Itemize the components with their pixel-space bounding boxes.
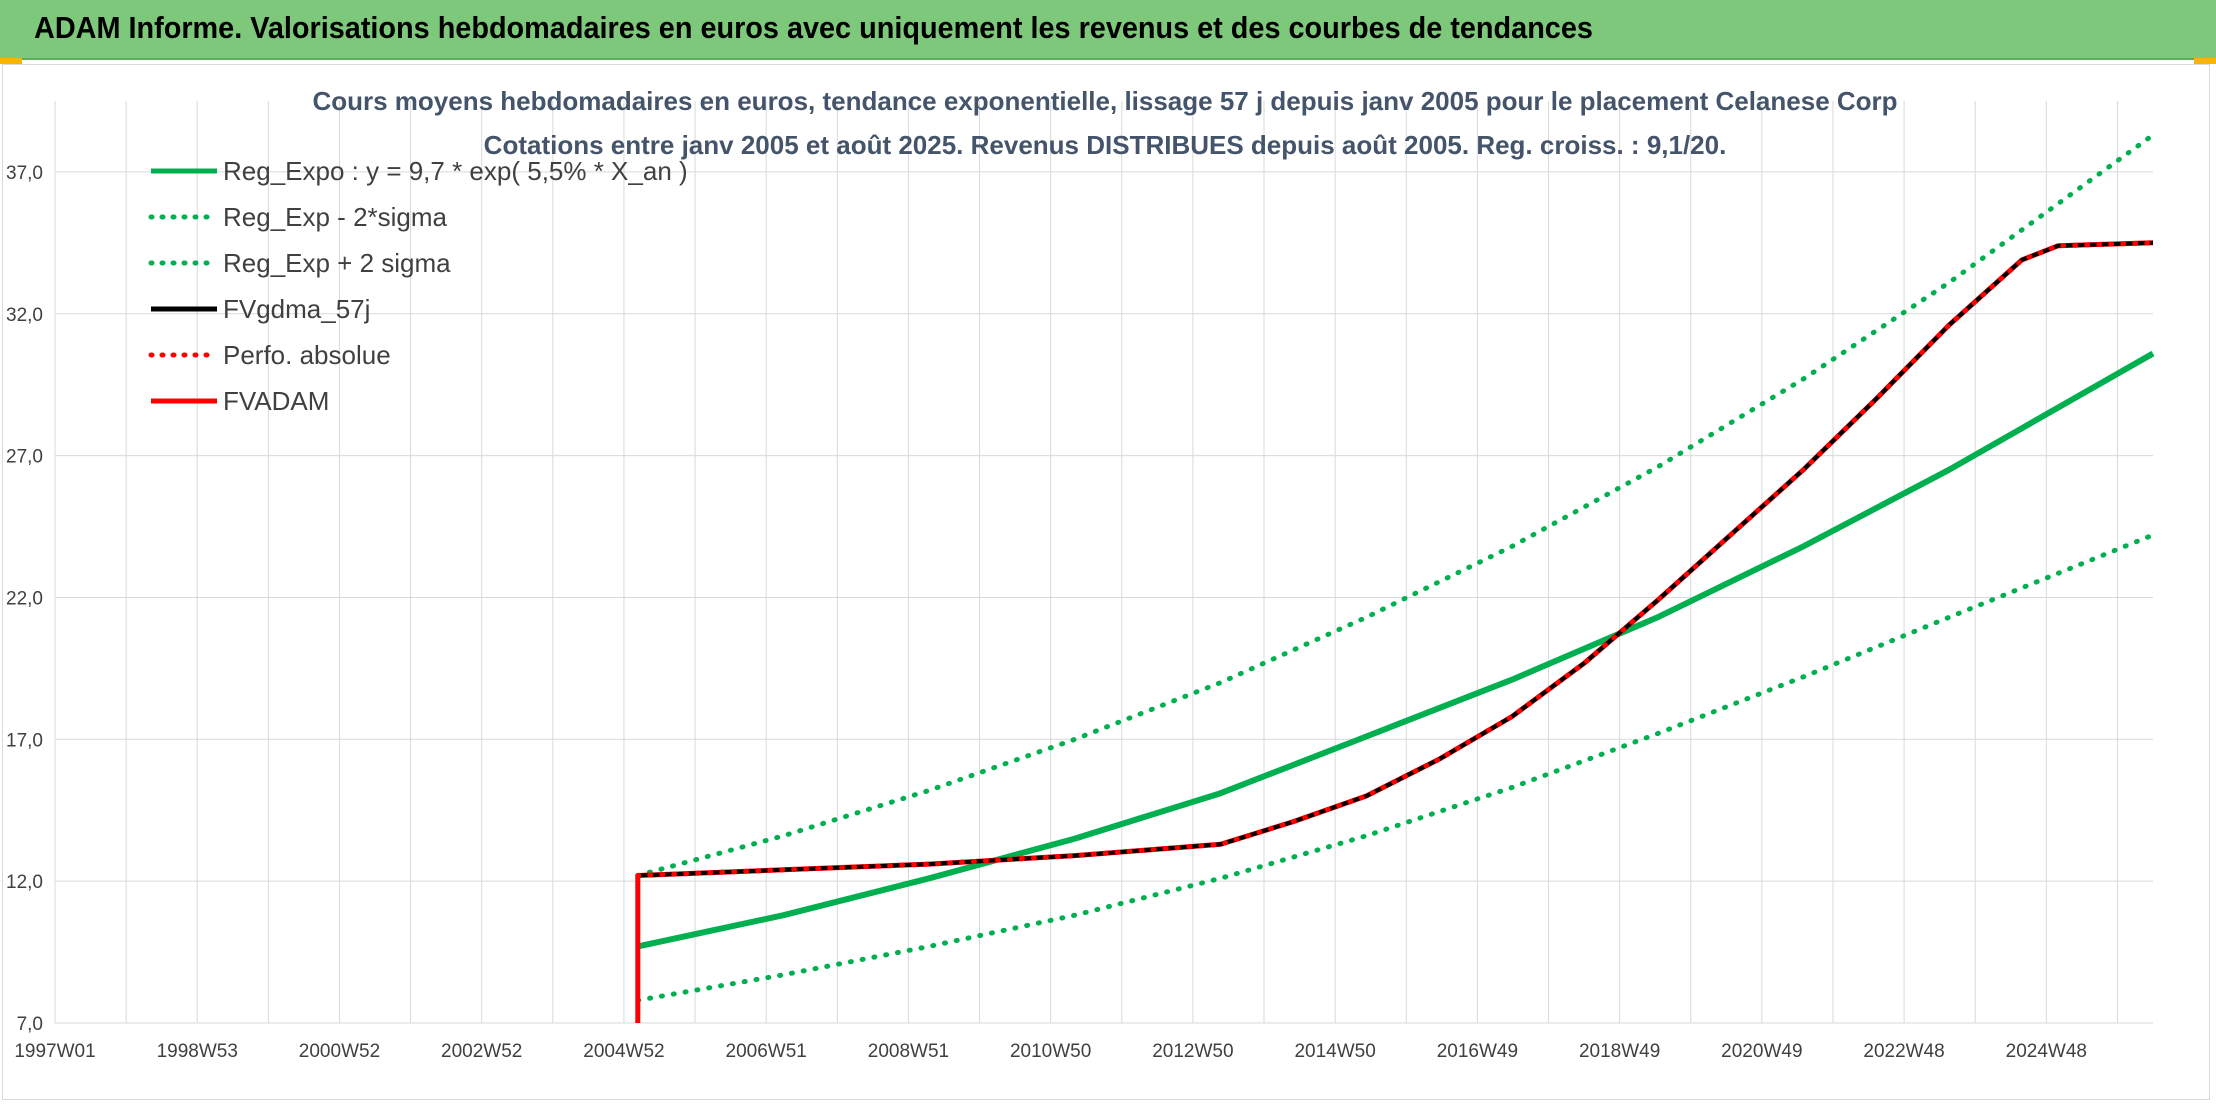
legend-label: FVgdma_57j <box>223 294 370 324</box>
x-tick-label: 1998W53 <box>157 1041 238 1062</box>
legend-label: Reg_Expo : y = 9,7 * exp( 5,5% * X_an ) <box>223 156 688 186</box>
x-tick-label: 2006W51 <box>726 1041 807 1062</box>
x-tick-label: 2008W51 <box>868 1041 949 1062</box>
series-line <box>637 350 2155 950</box>
y-tick-label: 32,0 <box>6 305 43 326</box>
x-tick-label: 2004W52 <box>583 1041 664 1062</box>
series-line <box>635 240 2156 878</box>
x-tick-label: 2012W50 <box>1152 1041 1233 1062</box>
series-lines <box>635 132 2156 1023</box>
x-tick-label: 2010W50 <box>1010 1041 1091 1062</box>
header-banner: ADAM Informe. Valorisations hebdomadaire… <box>0 0 2216 60</box>
x-tick-label: 2018W49 <box>1579 1041 1660 1062</box>
y-tick-label: 12,0 <box>6 872 43 893</box>
chart-area: 7,0 12,0 17,0 22,0 27,0 32,0 37,0 1997W01 1998W5… <box>2 64 2210 1100</box>
legend-label: Reg_Exp + 2 sigma <box>223 248 451 278</box>
line-chart: 7,0 12,0 17,0 22,0 27,0 32,0 37,0 1997W01 1998W5… <box>6 86 2156 1062</box>
corner-mark-left <box>0 58 22 64</box>
y-tick-label: 27,0 <box>6 447 43 468</box>
y-tick-label: 37,0 <box>6 163 43 184</box>
series-line <box>635 132 2156 878</box>
legend-label: Reg_Exp - 2*sigma <box>223 202 448 232</box>
chart-subtitle: Cotations entre janv 2005 et août 2025. … <box>484 130 1727 160</box>
y-tick-label: 17,0 <box>6 730 43 751</box>
y-tick-label: 22,0 <box>6 588 43 609</box>
x-tick-label: 2022W48 <box>1863 1041 1944 1062</box>
x-tick-label: 1997W01 <box>14 1041 95 1062</box>
x-tick-label: 2014W50 <box>1294 1041 1375 1062</box>
chart-title: Cours moyens hebdomadaires en euros, ten… <box>312 86 1897 116</box>
x-tick-label: 2024W48 <box>2006 1041 2087 1062</box>
x-tick-label: 2000W52 <box>299 1041 380 1062</box>
legend-label: FVADAM <box>223 386 329 416</box>
x-tick-label: 2002W52 <box>441 1041 522 1062</box>
series-line <box>635 532 2156 1003</box>
gridlines <box>54 101 2153 1024</box>
series-line <box>635 240 2154 1023</box>
legend-label: Perfo. absolue <box>223 340 391 370</box>
x-tick-label: 2016W49 <box>1437 1041 1518 1062</box>
axis-labels: 7,0 12,0 17,0 22,0 27,0 32,0 37,0 1997W01 1998W5… <box>6 163 2087 1062</box>
y-tick-label: 7,0 <box>17 1014 43 1035</box>
legend: Reg_Expo : y = 9,7 * exp( 5,5% * X_an ) R… <box>148 156 688 416</box>
corner-mark-right <box>2194 58 2216 64</box>
report-title: ADAM Informe. Valorisations hebdomadaire… <box>34 10 1593 45</box>
x-tick-label: 2020W49 <box>1721 1041 1802 1062</box>
